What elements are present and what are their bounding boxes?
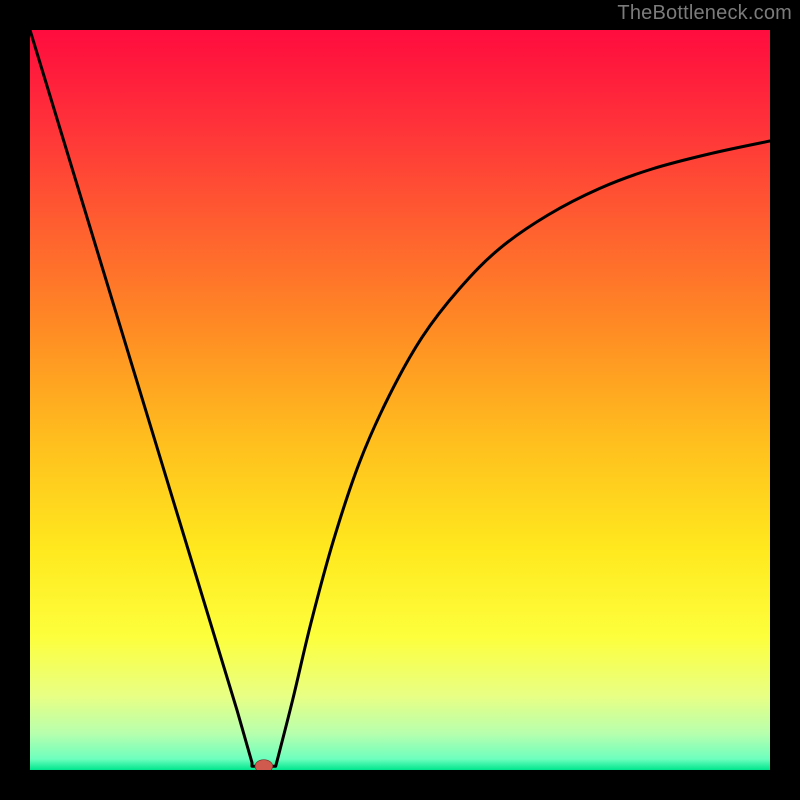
chart-container: TheBottleneck.com <box>0 0 800 800</box>
optimal-point-marker <box>255 760 273 770</box>
plot-area <box>30 30 770 770</box>
plot-background <box>30 30 770 770</box>
plot-svg <box>30 30 770 770</box>
watermark-text: TheBottleneck.com <box>617 2 792 25</box>
